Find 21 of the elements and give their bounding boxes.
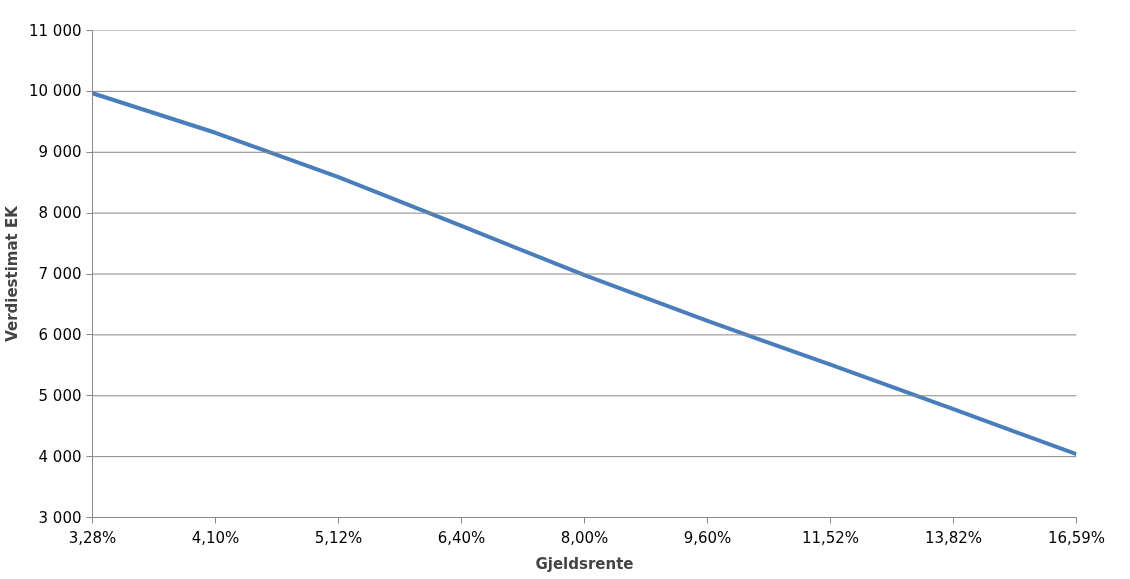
x-axis-title: Gjeldsrente bbox=[535, 554, 634, 573]
y-tick-label: 10 000 bbox=[29, 82, 82, 101]
y-tick-label: 6 000 bbox=[38, 325, 82, 344]
y-tick-label: 11 000 bbox=[29, 21, 82, 40]
x-tick-label: 13,82% bbox=[924, 528, 983, 547]
x-tick-label: 3,28% bbox=[68, 528, 117, 547]
y-tick-label: 5 000 bbox=[38, 386, 82, 405]
y-tick-label: 7 000 bbox=[38, 265, 82, 283]
y-tick-label: 4 000 bbox=[38, 447, 82, 466]
x-tick-label: 16,59% bbox=[1047, 528, 1106, 547]
y-tick-label: 3 000 bbox=[38, 508, 82, 527]
x-tick-label: 9,60% bbox=[683, 528, 732, 547]
x-tick-label: 4,10% bbox=[191, 528, 240, 547]
x-tick-label: 5,12% bbox=[314, 528, 363, 547]
y-tick-label: 8 000 bbox=[38, 204, 82, 223]
x-tick-label: 8,00% bbox=[560, 528, 609, 547]
y-axis-title: Verdiestimat EK bbox=[3, 204, 22, 342]
y-tick-label: 9 000 bbox=[38, 143, 82, 162]
line-series bbox=[92, 91, 1077, 457]
x-tick-label: 6,40% bbox=[437, 528, 486, 547]
x-tick-label: 11,52% bbox=[801, 528, 860, 547]
